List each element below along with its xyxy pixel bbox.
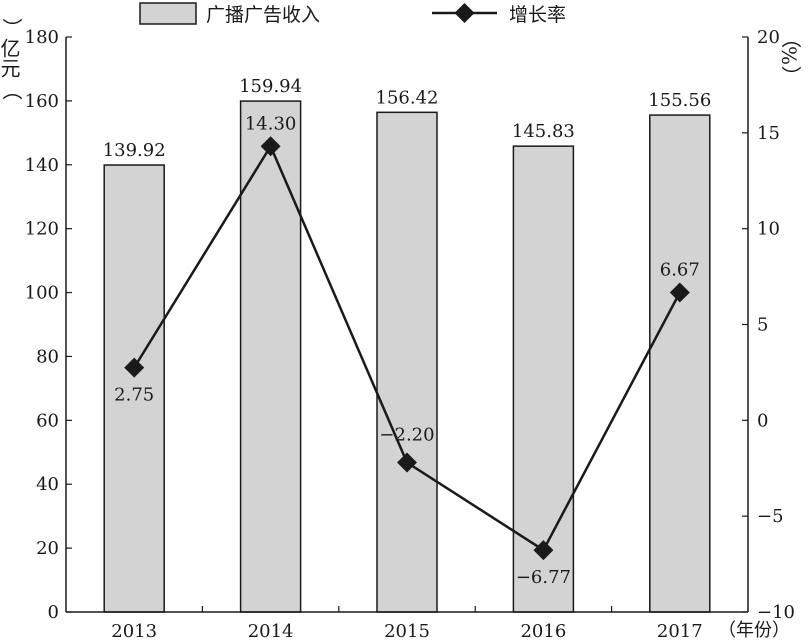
left-tick-label: 20 — [36, 538, 59, 559]
growth-rate-label: 6.67 — [660, 259, 700, 280]
right-tick-label: −5 — [757, 506, 784, 527]
left-axis-unit: 亿元 — [0, 38, 21, 78]
growth-rate-point — [260, 136, 281, 157]
left-tick-label: 140 — [25, 155, 59, 176]
x-axis-unit-text: 年份 — [736, 620, 772, 640]
legend-line-label: 增长率 — [509, 4, 566, 26]
x-tick-label: 2017 — [657, 621, 703, 640]
left-tick-label: 180 — [25, 27, 59, 48]
bar-2016 — [512, 145, 575, 613]
bar-value-label: 139.92 — [103, 140, 166, 161]
legend-bar-label: 广播广告收入 — [206, 4, 320, 26]
left-tick-label: 60 — [36, 410, 59, 431]
right-tick-label: 0 — [757, 410, 768, 431]
legend-diamond-marker — [454, 3, 475, 23]
right-axis-unit-close-paren: ） — [778, 66, 802, 86]
growth-rate-label: 2.75 — [114, 385, 154, 406]
right-axis-unit: % — [777, 46, 801, 65]
growth-rate-point — [533, 540, 554, 561]
growth-rate-point — [669, 282, 690, 303]
left-tick-label: 100 — [25, 283, 59, 304]
legend-bar-swatch — [139, 2, 197, 25]
x-axis-unit: （年份） — [718, 620, 790, 640]
x-tick-label: 2014 — [248, 621, 294, 640]
right-tick-label: 5 — [757, 315, 768, 336]
right-tick-label: 15 — [757, 123, 780, 144]
bar-value-label: 159.94 — [239, 76, 302, 97]
bar-value-label: 155.56 — [648, 90, 711, 111]
left-tick-label: 40 — [36, 474, 59, 495]
legend: 广播广告收入 增长率 — [139, 2, 566, 26]
growth-rate-label: −6.77 — [516, 567, 571, 588]
x-tick-label: 2016 — [520, 621, 566, 640]
bar-2015 — [376, 111, 438, 613]
bar-value-label: 145.83 — [512, 121, 575, 142]
left-tick-label: 160 — [25, 91, 59, 112]
right-tick-label: 10 — [757, 219, 780, 240]
right-axis-unit-open-paren: （ — [778, 28, 802, 48]
bar-value-label: 156.42 — [376, 87, 439, 108]
right-tick-label: −10 — [757, 602, 795, 623]
x-tick-label: 2015 — [384, 621, 430, 640]
growth-rate-label: −2.20 — [379, 425, 434, 446]
growth-rate-label: 14.30 — [245, 113, 297, 134]
left-axis-unit-close-paren: ） — [0, 18, 23, 38]
bar-2014 — [239, 100, 302, 613]
left-tick-label: 0 — [48, 602, 59, 623]
growth-rate-point — [397, 452, 417, 473]
right-tick-label: 20 — [757, 27, 780, 48]
left-axis-unit-open-paren: （ — [0, 80, 23, 100]
x-tick-label: 2013 — [111, 621, 157, 640]
bar-2017 — [649, 114, 711, 613]
left-tick-label: 80 — [36, 346, 59, 367]
plot-area: 139.92 159.94 156.42 145.83 155.56 0 20 40 60 80 1… — [25, 27, 795, 640]
growth-rate-point — [124, 357, 145, 378]
left-tick-label: 120 — [25, 219, 59, 240]
